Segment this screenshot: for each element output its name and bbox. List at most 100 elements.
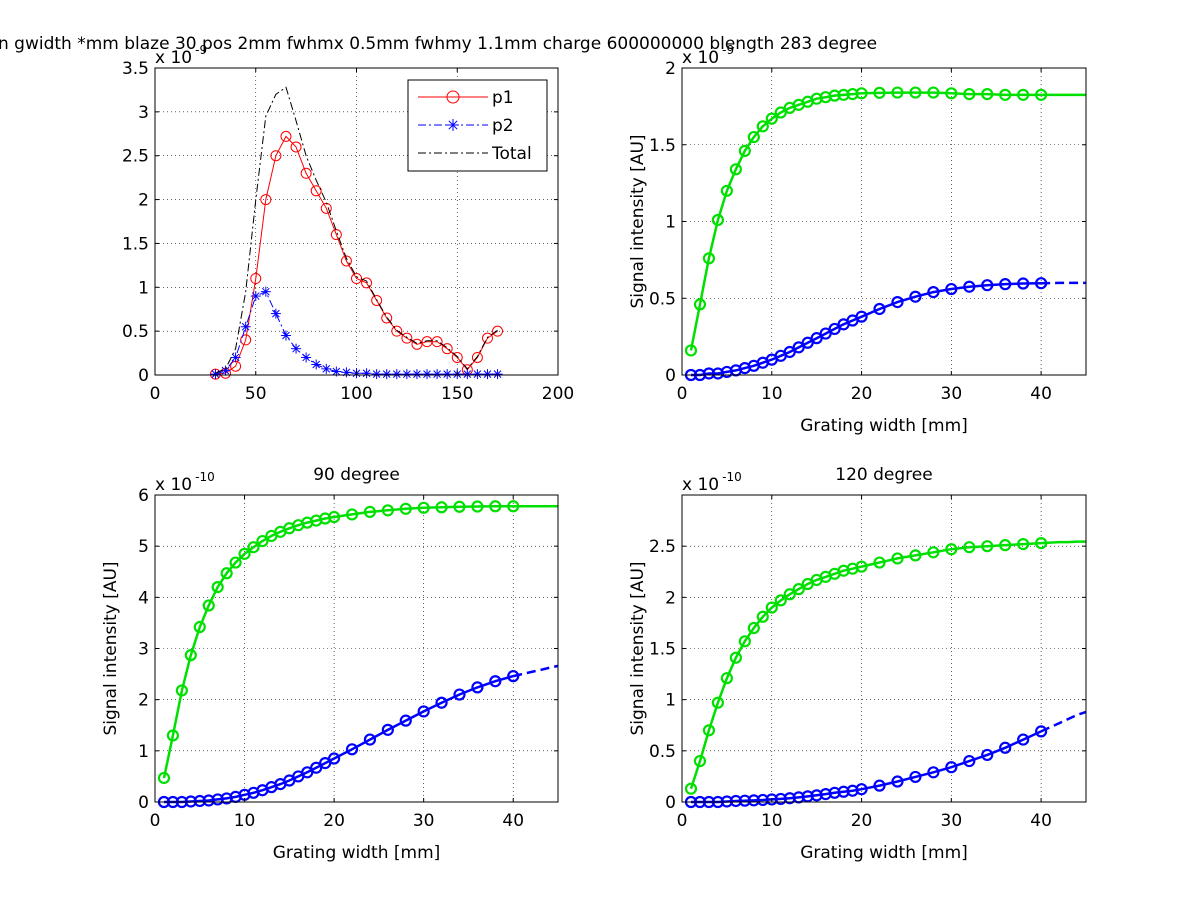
x-tick-label: 30: [941, 811, 963, 831]
data-point: [963, 754, 976, 768]
x-tick-label: 0: [150, 811, 161, 831]
data-point-star: [270, 308, 281, 319]
y-axis-label: Signal intensity [AU]: [101, 561, 121, 735]
legend-marker: [448, 120, 458, 130]
data-point: [981, 540, 994, 553]
data-point-star: [482, 369, 493, 380]
data-point: [729, 163, 742, 176]
data-point: [945, 543, 958, 556]
data-point: [738, 144, 751, 157]
chart-title: 90 degree: [313, 465, 400, 485]
y-tick-label: 0: [138, 793, 149, 813]
data-point: [361, 277, 373, 289]
x-tick-label: 40: [1030, 384, 1052, 404]
data-point: [363, 505, 377, 518]
data-point: [747, 621, 760, 635]
x-tick-label: 150: [441, 384, 473, 404]
x-tick-label: 200: [542, 384, 574, 404]
data-point-star: [401, 369, 412, 380]
y-tick-label: 1: [138, 742, 149, 762]
data-point: [909, 86, 922, 99]
data-point: [855, 560, 868, 573]
data-point: [729, 651, 742, 664]
data-point: [345, 743, 359, 756]
data-point-star: [291, 343, 302, 354]
x-tick-label: 20: [851, 384, 873, 404]
data-point: [489, 675, 502, 688]
data-point-star: [240, 321, 251, 332]
data-point: [792, 583, 805, 596]
x-tick-label: 20: [323, 811, 345, 831]
data-point: [1017, 277, 1030, 290]
data-point: [184, 649, 197, 662]
data-point: [999, 278, 1012, 291]
x-tick-label: 10: [761, 811, 783, 831]
data-point: [756, 610, 769, 623]
data-point: [391, 325, 403, 337]
data-point: [945, 282, 958, 296]
data-point: [240, 334, 252, 346]
data-point: [229, 556, 242, 569]
data-point: [873, 779, 886, 792]
data-point: [250, 273, 262, 285]
data-point: [738, 635, 751, 648]
data-point: [401, 332, 413, 344]
data-point: [909, 770, 922, 784]
legend-label: p2: [492, 116, 514, 136]
y-tick-label: 6: [138, 486, 149, 506]
data-point: [310, 185, 322, 197]
data-point: [270, 150, 282, 162]
legend-marker: [446, 90, 460, 104]
data-point: [855, 310, 868, 323]
data-point-star: [391, 369, 402, 380]
data-point: [981, 87, 994, 101]
data-point-star: [250, 291, 261, 302]
data-point: [999, 539, 1012, 552]
data-point-star: [381, 369, 392, 380]
data-point-star: [422, 369, 433, 380]
x-tick-label: 40: [1030, 811, 1052, 831]
y-tick-label: 2: [138, 191, 149, 211]
y-tick-label: 2: [665, 588, 676, 608]
data-point-star: [321, 363, 332, 374]
x-tick-label: 10: [234, 811, 256, 831]
y-tick-label: 0.5: [649, 289, 676, 309]
data-point: [166, 729, 180, 742]
x-tick-label: 100: [340, 384, 372, 404]
data-point: [711, 213, 725, 227]
data-point: [157, 771, 171, 785]
data-point: [702, 724, 716, 737]
data-point: [747, 130, 760, 144]
data-point: [1017, 538, 1030, 551]
y-tick-label: 0.5: [649, 742, 676, 762]
data-point: [471, 351, 483, 363]
data-point: [471, 500, 484, 513]
series-line-p2: [215, 291, 498, 375]
data-point-star: [301, 352, 312, 363]
chart-2: 0 10 20 30 40 0 0.5 1 1.5 2 x 10 -9 Grating width [m…: [628, 43, 1087, 436]
y-tick-label: 2: [138, 691, 149, 711]
y-tick-label: 2.5: [122, 147, 149, 167]
data-point: [471, 681, 484, 694]
y-tick-label: 0: [665, 366, 676, 386]
data-point: [280, 130, 292, 142]
data-point-star: [442, 369, 453, 380]
data-point: [891, 552, 904, 565]
y-exponent-power: -10: [722, 470, 742, 484]
y-tick-label: 4: [138, 588, 149, 608]
data-point: [684, 782, 698, 795]
data-point: [175, 684, 188, 697]
data-point: [399, 502, 412, 515]
data-point: [371, 294, 383, 306]
data-point: [381, 504, 394, 517]
data-point: [1017, 733, 1030, 746]
data-point-star: [462, 369, 473, 380]
y-exponent-label: x 10: [682, 475, 719, 495]
data-point: [435, 501, 448, 514]
data-point: [328, 752, 341, 765]
y-tick-label: 0.5: [122, 322, 149, 342]
data-point: [684, 344, 698, 357]
data-point: [256, 534, 269, 548]
data-point-star: [371, 369, 382, 380]
legend-label: Total: [491, 144, 532, 164]
